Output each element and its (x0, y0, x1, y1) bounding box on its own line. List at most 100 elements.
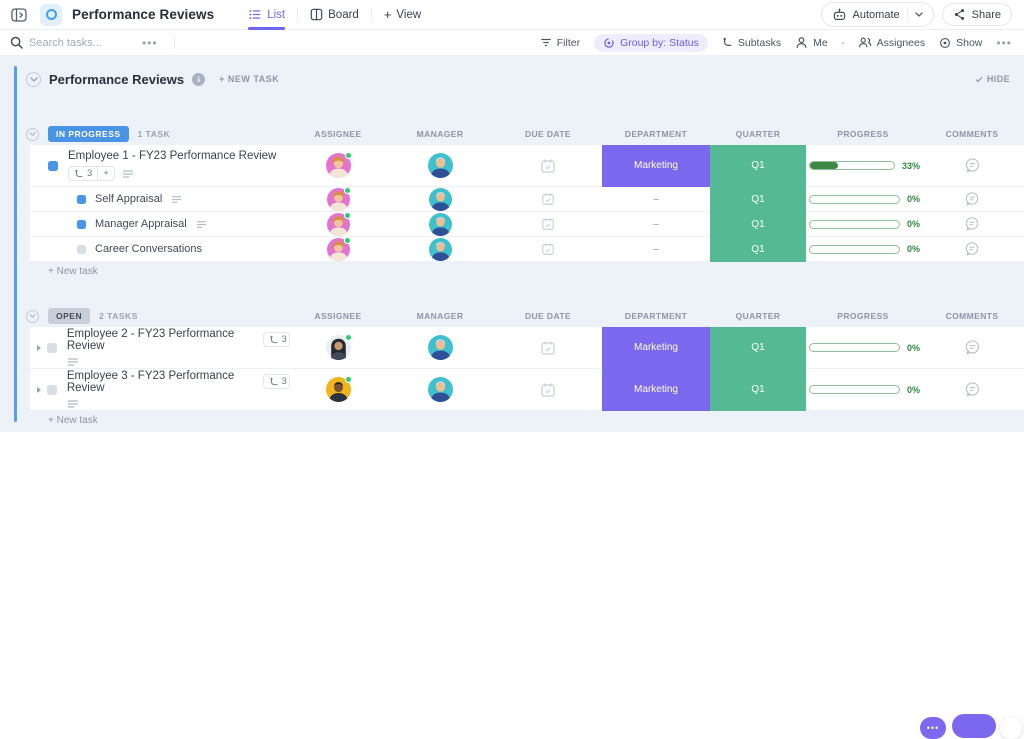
manager-avatar[interactable] (428, 377, 453, 402)
column-header-comments[interactable]: COMMENTS (945, 311, 999, 321)
search-input[interactable] (29, 36, 124, 49)
column-header-assignee[interactable]: ASSIGNEE (314, 311, 362, 321)
quarter-cell[interactable]: Q1 (710, 369, 806, 410)
column-header-comments[interactable]: COMMENTS (945, 129, 999, 139)
group-collapse-icon[interactable] (26, 309, 39, 323)
column-header-due-date[interactable]: DUE DATE (524, 311, 571, 321)
subtask-title[interactable]: Self Appraisal (95, 193, 163, 205)
due-date-cell[interactable] (494, 212, 602, 236)
description-icon[interactable] (171, 194, 182, 205)
task-title[interactable]: Employee 2 - FY23 Performance Review (66, 327, 235, 352)
description-icon[interactable] (196, 219, 207, 230)
assignee-avatar[interactable] (326, 152, 352, 178)
toolbar-more-icon[interactable]: ••• (996, 35, 1012, 50)
column-header-department[interactable]: DEPARTMENT (624, 129, 688, 139)
department-cell[interactable]: Marketing (602, 327, 710, 368)
due-date-cell[interactable] (494, 369, 602, 410)
search-more-icon[interactable]: ••• (142, 35, 158, 50)
manager-avatar[interactable] (428, 153, 453, 178)
assignees-button[interactable]: Assignees (858, 36, 925, 49)
assignee-avatar[interactable] (326, 376, 352, 402)
column-header-department[interactable]: DEPARTMENT (624, 311, 688, 321)
expand-toggle-icon[interactable] (37, 344, 42, 351)
department-cell[interactable]: Marketing (602, 369, 710, 410)
add-view-button[interactable]: + View (372, 0, 433, 30)
column-header-quarter[interactable]: QUARTER (735, 311, 781, 321)
progress-cell[interactable]: 0% (806, 187, 920, 211)
manager-avatar[interactable] (429, 238, 452, 261)
share-button[interactable]: Share (941, 3, 1012, 26)
column-header-manager[interactable]: MANAGER (416, 311, 464, 321)
status-square-icon[interactable] (46, 342, 57, 353)
subtask-count-badge[interactable]: 3 (264, 375, 289, 388)
space-icon[interactable] (40, 3, 62, 26)
task-title[interactable]: Employee 1 - FY23 Performance Review (68, 150, 277, 162)
status-square-icon[interactable] (46, 384, 57, 395)
due-date-cell[interactable] (494, 237, 602, 261)
quarter-cell[interactable]: Q1 (710, 327, 806, 368)
widget-circle-button[interactable] (1000, 717, 1022, 739)
department-cell[interactable]: – (653, 193, 659, 205)
status-square-icon[interactable] (77, 219, 86, 229)
task-title[interactable]: Employee 3 - FY23 Performance Review (66, 369, 235, 394)
subtask-row[interactable]: Self Appraisal – Q1 0% (30, 186, 1024, 212)
group-by-button[interactable]: Group by: Status (594, 33, 708, 52)
tab-list[interactable]: List (236, 0, 297, 30)
status-square-icon[interactable] (77, 244, 86, 254)
description-icon[interactable] (122, 168, 134, 180)
assignee-avatar[interactable] (327, 186, 351, 211)
expand-toggle-icon[interactable] (37, 386, 42, 393)
group-collapse-icon[interactable] (26, 127, 39, 141)
assignee-avatar[interactable] (327, 236, 351, 261)
sidebar-toggle-icon[interactable] (10, 6, 28, 24)
due-date-cell[interactable] (494, 187, 602, 211)
search-box[interactable] (10, 36, 124, 49)
description-icon[interactable] (67, 356, 79, 368)
add-subtask-button[interactable]: + (97, 167, 114, 180)
manager-avatar[interactable] (429, 188, 452, 211)
subtask-title[interactable]: Career Conversations (95, 243, 202, 255)
subtask-title[interactable]: Manager Appraisal (95, 218, 187, 230)
widget-pill-button[interactable] (952, 714, 996, 738)
group-status-badge[interactable]: OPEN (48, 308, 91, 324)
due-date-cell[interactable] (494, 327, 602, 368)
progress-cell[interactable]: 0% (806, 327, 920, 368)
task-row[interactable]: Employee 2 - FY23 Performance Review 3 (30, 327, 1024, 369)
quarter-cell[interactable]: Q1 (710, 237, 806, 261)
manager-avatar[interactable] (429, 213, 452, 236)
filter-button[interactable]: Filter (540, 37, 580, 49)
comments-cell[interactable] (920, 145, 1024, 186)
comments-cell[interactable] (920, 187, 1024, 211)
progress-cell[interactable]: 0% (806, 237, 920, 261)
progress-cell[interactable]: 0% (806, 212, 920, 236)
subtask-row[interactable]: Manager Appraisal – Q1 0% (30, 211, 1024, 237)
assignee-avatar[interactable] (327, 211, 351, 236)
quarter-cell[interactable]: Q1 (710, 145, 806, 186)
widget-dots-button[interactable]: ••• (920, 717, 946, 739)
department-cell[interactable]: – (653, 243, 659, 255)
chevron-down-icon[interactable] (915, 12, 923, 17)
subtasks-button[interactable]: Subtasks (722, 37, 781, 49)
comments-cell[interactable] (920, 327, 1024, 368)
column-header-assignee[interactable]: ASSIGNEE (314, 129, 362, 139)
task-row[interactable]: Employee 3 - FY23 Performance Review 3 (30, 369, 1024, 411)
manager-avatar[interactable] (428, 335, 453, 360)
progress-cell[interactable]: 0% (806, 369, 920, 410)
automate-button[interactable]: Automate (820, 2, 934, 27)
description-icon[interactable] (67, 398, 79, 410)
add-task-button[interactable]: + New task (48, 415, 98, 426)
subtask-count-badge[interactable]: 3 (264, 333, 289, 346)
add-task-button[interactable]: + New task (48, 266, 98, 277)
column-header-due-date[interactable]: DUE DATE (524, 129, 571, 139)
progress-cell[interactable]: 33% (806, 145, 920, 186)
comments-cell[interactable] (920, 237, 1024, 261)
new-task-button[interactable]: + NEW TASK (219, 74, 280, 84)
section-collapse-icon[interactable] (26, 71, 41, 87)
task-row[interactable]: Employee 1 - FY23 Performance Review 3 + (30, 145, 1024, 187)
status-square-icon[interactable] (48, 160, 58, 171)
column-header-progress[interactable]: PROGRESS (837, 129, 889, 139)
due-date-cell[interactable] (494, 145, 602, 186)
subtask-count-badge[interactable]: 3 (69, 167, 97, 180)
group-status-badge[interactable]: IN PROGRESS (48, 126, 129, 142)
me-button[interactable]: Me (795, 36, 828, 49)
